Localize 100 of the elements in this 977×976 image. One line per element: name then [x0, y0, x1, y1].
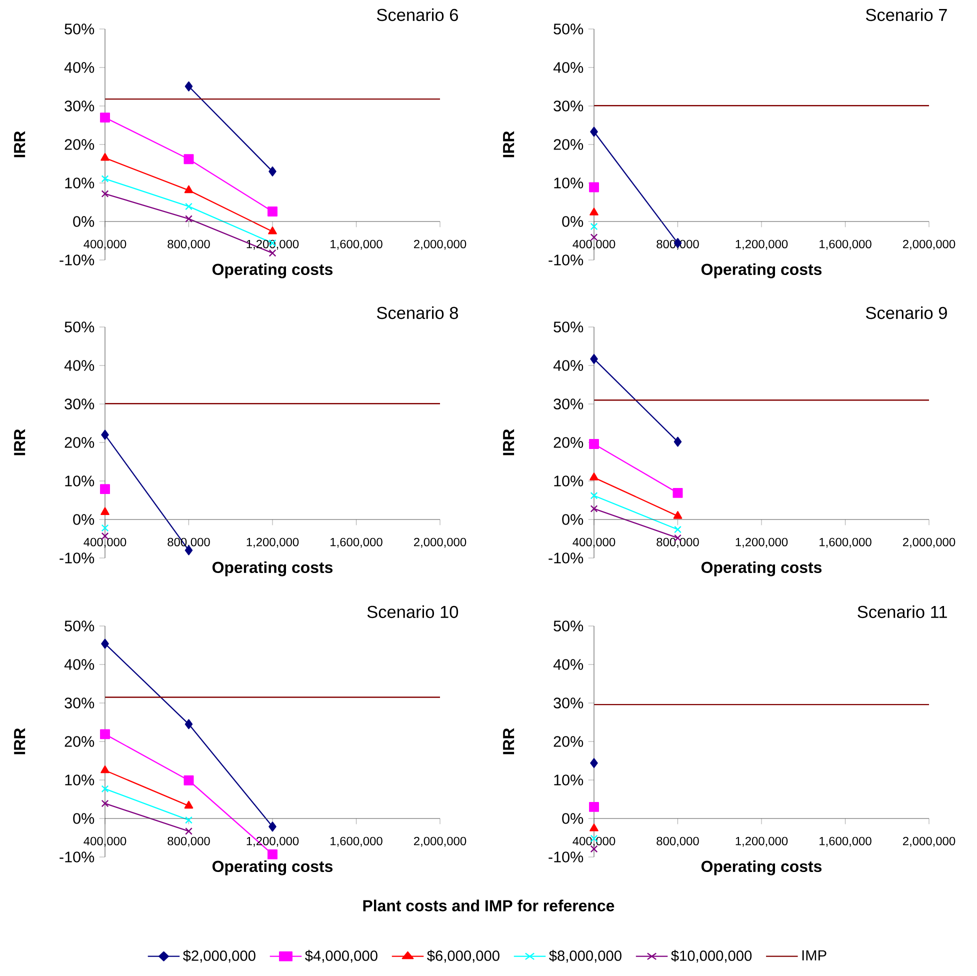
point: [674, 526, 682, 534]
y-tick-label: -10%: [548, 254, 584, 266]
y-tick-label: 10%: [554, 774, 584, 786]
legend-label: IMP: [802, 950, 826, 960]
x-tick-label: 1,600,000: [330, 836, 382, 847]
y-axis-title: IRR: [14, 131, 26, 158]
y-tick-label: 40%: [64, 659, 94, 670]
x-tick-label: 1,200,000: [736, 836, 788, 847]
y-tick-label: 20%: [554, 736, 584, 747]
point: [590, 505, 598, 512]
point: [268, 166, 276, 176]
y-tick-label: 30%: [64, 398, 94, 410]
point: [590, 222, 598, 230]
point: [184, 154, 194, 164]
y-tick-label: 20%: [64, 736, 94, 747]
x-tick-label: 400,000: [572, 538, 616, 548]
point: [590, 126, 598, 137]
point: [185, 202, 192, 210]
point: [100, 112, 110, 123]
y-axis-title: IRR: [14, 429, 26, 456]
y-axis-title: IRR: [503, 429, 514, 456]
x-tick-label: 2,000,000: [414, 538, 466, 548]
x-tick-label: 400,000: [84, 538, 126, 548]
y-tick-label: 10%: [65, 476, 94, 486]
x-axis-title: Operating costs: [212, 860, 333, 876]
point: [185, 215, 192, 222]
y-tick-label: 30%: [554, 398, 584, 410]
point: [268, 849, 278, 860]
y-tick-label: 10%: [554, 178, 584, 188]
x-axis-title: Operating costs: [212, 263, 333, 278]
point: [101, 175, 109, 182]
x-axis-title: Operating costs: [212, 561, 333, 576]
point: [589, 182, 599, 192]
x-tick-label: 1,200,000: [736, 538, 788, 548]
y-tick-label: -10%: [548, 552, 584, 564]
y-tick-label: 50%: [64, 24, 94, 34]
chart-title: Scenario 10: [367, 605, 458, 618]
y-tick-label: 30%: [554, 698, 584, 708]
x-tick-label: 400,000: [572, 240, 616, 250]
y-tick-label: 0%: [562, 813, 584, 824]
y-tick-label: 30%: [554, 100, 584, 112]
point: [101, 430, 109, 440]
x-axis-title: Operating costs: [701, 860, 822, 876]
y-tick-label: 40%: [64, 360, 94, 371]
point: [101, 638, 109, 649]
x-axis-title: Operating costs: [701, 561, 822, 576]
point: [100, 729, 110, 740]
x-tick-label: 800,000: [656, 538, 699, 548]
point: [590, 208, 598, 216]
y-tick-label: 40%: [553, 62, 584, 73]
point: [590, 354, 598, 364]
x-tick-label: 1,600,000: [820, 240, 872, 250]
chart-title: Scenario 8: [376, 306, 458, 320]
y-tick-label: 40%: [553, 659, 584, 670]
point: [100, 152, 110, 161]
x-tick-label: 1,200,000: [736, 240, 788, 250]
x-tick-label: 800,000: [168, 240, 210, 250]
y-tick-label: 0%: [73, 216, 94, 227]
x-tick-label: 400,000: [84, 240, 126, 250]
y-tick-label: 10%: [65, 774, 94, 786]
y-tick-label: 0%: [73, 514, 94, 525]
point: [672, 488, 683, 498]
legend-label: $8,000,000: [549, 950, 622, 963]
x-tick-label: 2,000,000: [414, 240, 466, 250]
y-tick-label: 0%: [562, 514, 584, 525]
y-tick-label: 10%: [65, 178, 94, 188]
y-tick-label: 20%: [64, 437, 94, 448]
y-tick-label: 50%: [554, 24, 584, 34]
point: [101, 524, 109, 532]
point: [184, 185, 194, 194]
y-tick-label: 0%: [73, 813, 94, 824]
y-axis-title: IRR: [503, 131, 514, 158]
y-tick-label: 50%: [64, 322, 94, 332]
y-tick-label: 40%: [64, 62, 94, 73]
point: [185, 816, 192, 824]
x-tick-label: 400,000: [572, 836, 616, 847]
x-tick-label: 800,000: [656, 836, 699, 847]
legend-label: $10,000,000: [671, 950, 752, 963]
legend-label: $4,000,000: [305, 950, 378, 963]
chart-title: Scenario 9: [866, 306, 947, 320]
y-axis-title: IRR: [503, 728, 514, 754]
y-tick-label: -10%: [548, 852, 584, 862]
x-tick-label: 1,600,000: [820, 538, 872, 548]
y-tick-label: -10%: [60, 254, 94, 266]
point: [268, 822, 276, 832]
chart-title: Scenario 7: [866, 8, 947, 22]
point: [268, 226, 277, 234]
y-tick-label: 30%: [64, 698, 94, 708]
x-axis-title: Operating costs: [701, 263, 822, 278]
y-tick-label: 20%: [554, 437, 584, 448]
x-tick-label: 2,000,000: [903, 538, 956, 548]
x-tick-label: 1,600,000: [330, 538, 382, 548]
point: [101, 785, 109, 793]
x-tick-label: 2,000,000: [903, 240, 956, 250]
y-tick-label: 40%: [553, 360, 584, 371]
point: [674, 436, 682, 447]
legend-title: Plant costs and IMP for reference: [363, 900, 614, 912]
x-tick-label: 1,200,000: [246, 538, 299, 548]
y-tick-label: 10%: [554, 476, 584, 486]
x-tick-label: 400,000: [84, 836, 126, 847]
